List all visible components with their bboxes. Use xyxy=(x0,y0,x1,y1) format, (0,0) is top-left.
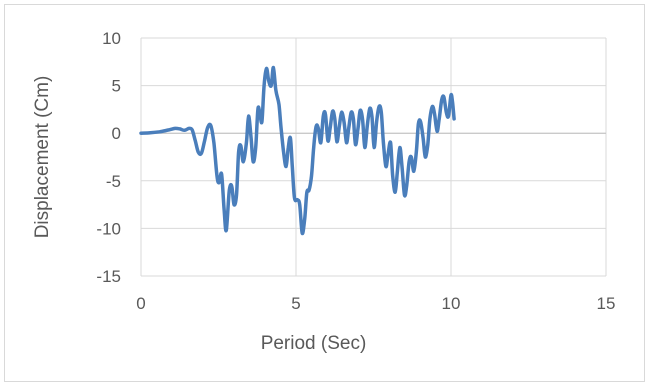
gridlines xyxy=(140,37,607,277)
y-tick-label: 0 xyxy=(112,124,121,143)
y-tick-label: -10 xyxy=(96,219,121,238)
x-tick-label: 5 xyxy=(291,294,300,313)
y-tick-label: -15 xyxy=(96,267,121,286)
y-tick-label: 5 xyxy=(112,77,121,96)
x-tick-label: 15 xyxy=(597,294,616,313)
chart-frame: 10 5 0 -5 -10 -15 0 5 10 15 Period (Sec) Displace… xyxy=(4,4,645,382)
x-tick-label: 10 xyxy=(442,294,461,313)
tick-labels: 10 5 0 -5 -10 -15 0 5 10 15 xyxy=(96,29,615,313)
displacement-series-line xyxy=(139,65,456,236)
x-axis-title: Period (Sec) xyxy=(261,333,367,354)
y-tick-label: 10 xyxy=(102,29,121,48)
data-series xyxy=(139,65,456,236)
line-chart: 10 5 0 -5 -10 -15 0 5 10 15 Period (Sec) Displace… xyxy=(32,29,615,354)
y-tick-label: -5 xyxy=(106,172,121,191)
y-axis-title: Displacement (Cm) xyxy=(32,76,53,239)
x-tick-label: 0 xyxy=(136,294,145,313)
